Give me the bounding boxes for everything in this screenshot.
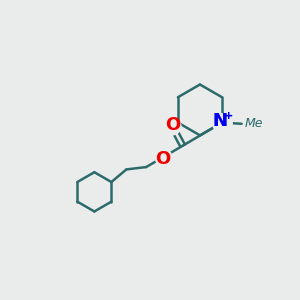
Text: N: N: [213, 112, 228, 130]
Text: O: O: [155, 150, 171, 168]
Text: +: +: [224, 111, 233, 121]
Text: Me: Me: [245, 117, 264, 130]
Text: O: O: [165, 116, 180, 134]
Text: N: N: [213, 112, 228, 130]
Text: +: +: [224, 111, 233, 121]
